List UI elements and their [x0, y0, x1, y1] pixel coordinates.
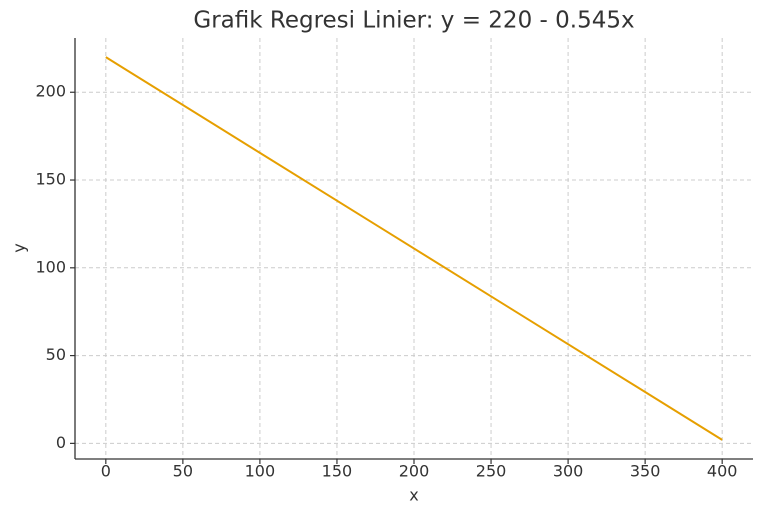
line	[105, 56, 723, 441]
y-tick-label: 0	[56, 433, 66, 452]
x-tick-label: 100	[245, 462, 276, 481]
x-axis-label: x	[409, 486, 418, 505]
chart-title: Grafik Regresi Linier: y = 220 - 0.545x	[193, 8, 634, 34]
y-tick-label: 50	[46, 345, 66, 364]
x-tick-label: 300	[553, 462, 584, 481]
x-tick-label: 150	[322, 462, 353, 481]
y-tick-label: 100	[35, 257, 66, 276]
y-tick-label: 200	[35, 82, 66, 101]
x-tick-label: 350	[630, 462, 661, 481]
y-axis-label: y	[10, 243, 29, 252]
x-tick-label: 0	[101, 462, 111, 481]
x-tick-label: 200	[399, 462, 430, 481]
x-tick-label: 50	[173, 462, 193, 481]
y-tick-label: 150	[35, 170, 66, 189]
x-tick-label: 400	[707, 462, 738, 481]
x-tick-label: 250	[476, 462, 507, 481]
